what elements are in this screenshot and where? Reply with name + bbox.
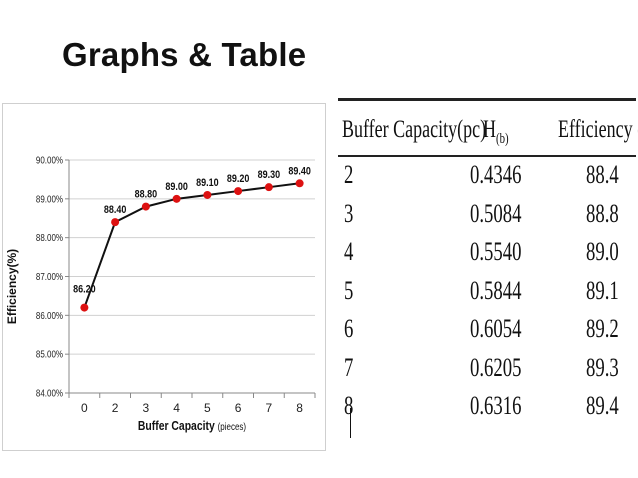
- cell-efficiency: 89.4: [586, 391, 619, 420]
- cell-h: 0.6054: [470, 314, 522, 343]
- header-h-subscript: (b): [496, 131, 509, 147]
- x-tick-label: 7: [266, 401, 273, 415]
- cell-efficiency: 89.0: [586, 237, 619, 266]
- cell-h: 0.4346: [470, 160, 522, 189]
- header-efficiency: Efficiency (%): [558, 116, 638, 143]
- x-tick-label: 8: [296, 401, 303, 415]
- cell-h: 0.5084: [470, 198, 522, 228]
- data-point-marker: [203, 190, 212, 199]
- cell-buffer: 7: [344, 352, 354, 382]
- x-axis-title-main: Buffer Capacity: [138, 419, 218, 433]
- y-tick-label: 85.00%: [36, 349, 63, 360]
- data-point-marker: [172, 194, 181, 203]
- data-label: 89.00: [165, 181, 188, 193]
- data-label: 88.80: [135, 189, 158, 201]
- cell-h: 0.6316: [470, 391, 522, 420]
- data-point-marker: [234, 187, 243, 196]
- y-axis-title: Efficiency(%): [5, 249, 19, 324]
- x-tick-label: 2: [112, 401, 119, 415]
- table-top-rule: [338, 98, 636, 101]
- data-label: 89.10: [196, 177, 219, 189]
- table-header-rule: [338, 155, 636, 157]
- cell-efficiency: 88.8: [586, 198, 619, 228]
- cell-buffer: 2: [344, 160, 354, 189]
- y-tick-label: 88.00%: [36, 232, 63, 243]
- cell-efficiency: 89.1: [586, 275, 619, 305]
- data-point-marker: [80, 303, 89, 312]
- y-tick-label: 87.00%: [36, 271, 63, 282]
- header-buffer-capacity: Buffer Capacity(pc): [342, 116, 487, 143]
- x-tick-label: 5: [204, 401, 211, 415]
- data-label: 89.40: [288, 166, 311, 178]
- cell-h: 0.5540: [470, 237, 522, 266]
- cell-buffer: 5: [344, 275, 354, 305]
- data-label: 86.20: [73, 284, 96, 296]
- x-tick-label: 0: [81, 401, 88, 415]
- x-tick-label: 6: [235, 401, 242, 415]
- data-point-marker: [141, 202, 150, 211]
- y-tick-label: 86.00%: [36, 310, 63, 321]
- cell-buffer: 6: [344, 314, 354, 343]
- x-axis-title-unit: (pieces): [218, 421, 246, 432]
- data-point-marker: [111, 218, 120, 227]
- x-tick-label: 4: [173, 401, 180, 415]
- y-tick-label: 84.00%: [36, 388, 63, 399]
- cell-buffer: 4: [344, 237, 354, 266]
- data-point-marker: [295, 179, 304, 188]
- cell-h: 0.5844: [470, 275, 522, 305]
- chart-canvas: 90.00% 89.00% 88.00% 87.00% 86.00% 85.00% 84.0…: [5, 155, 316, 433]
- x-axis-title: Buffer Capacity (pieces): [138, 419, 246, 433]
- cell-efficiency: 89.2: [586, 314, 619, 343]
- data-point-marker: [264, 183, 273, 192]
- cell-buffer: 8: [344, 391, 354, 420]
- slide-title: Graphs & Table: [62, 36, 307, 73]
- efficiency-line-chart: 90.00% 89.00% 88.00% 87.00% 86.00% 85.00% 84.0…: [2, 103, 326, 451]
- text-cursor-mark: [350, 408, 351, 438]
- cell-efficiency: 89.3: [586, 352, 619, 382]
- y-tick-label: 90.00%: [36, 155, 63, 166]
- data-label: 88.40: [104, 204, 127, 216]
- header-h: H: [483, 116, 497, 143]
- data-label: 89.20: [227, 173, 250, 185]
- buffer-efficiency-table: Buffer Capacity(pc) H(b) Efficiency (%) …: [338, 98, 638, 448]
- cell-h: 0.6205: [470, 352, 522, 382]
- cell-efficiency: 88.4: [586, 160, 619, 189]
- y-tick-label: 89.00%: [36, 193, 63, 204]
- header-h-b: H(b): [483, 116, 509, 148]
- x-tick-label: 3: [143, 401, 150, 415]
- series-line: [83, 182, 300, 308]
- data-label: 89.30: [258, 169, 281, 181]
- cell-buffer: 3: [344, 198, 354, 228]
